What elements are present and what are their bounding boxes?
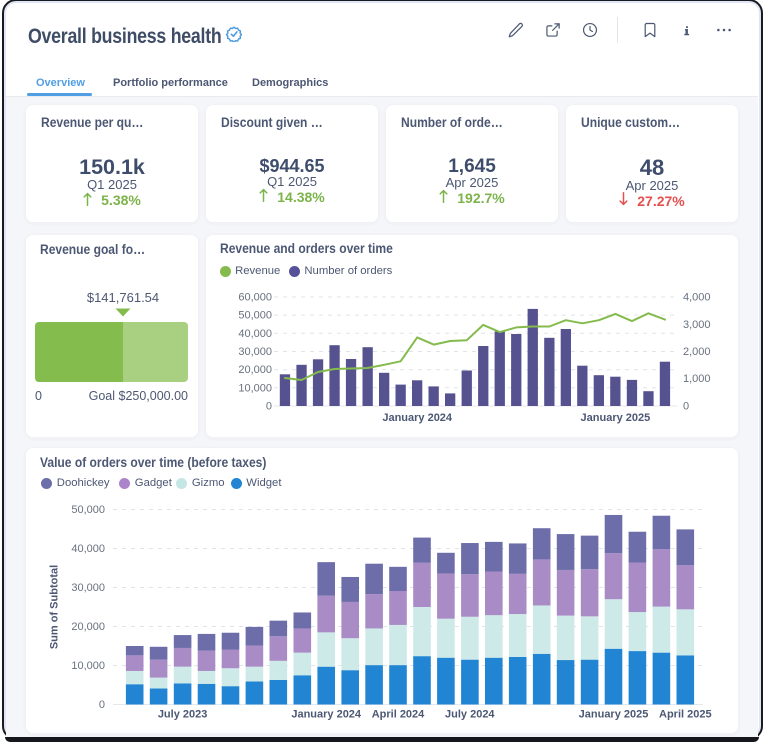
svg-text:30,000: 30,000 [71,582,105,594]
svg-text:July 2024: July 2024 [445,708,495,720]
svg-text:Sum of Subtotal: Sum of Subtotal [49,565,61,649]
svg-text:April 2025: April 2025 [659,708,712,720]
svg-text:20,000: 20,000 [71,621,105,633]
svg-text:50,000: 50,000 [71,504,105,516]
svg-text:30,000: 30,000 [238,346,272,358]
svg-text:20,000: 20,000 [238,364,272,376]
svg-text:January 2024: January 2024 [291,708,362,720]
svg-text:2,000: 2,000 [683,346,711,358]
svg-text:0: 0 [99,699,105,711]
svg-text:10,000: 10,000 [71,660,105,672]
svg-text:3,000: 3,000 [683,319,711,331]
svg-text:4,000: 4,000 [683,292,711,304]
svg-text:0: 0 [266,401,272,413]
svg-text:60,000: 60,000 [238,292,272,304]
svg-text:January 2025: January 2025 [579,708,649,720]
svg-text:40,000: 40,000 [238,328,272,340]
svg-text:January 2025: January 2025 [581,412,651,424]
svg-text:July 2023: July 2023 [158,708,208,720]
svg-text:40,000: 40,000 [71,543,105,555]
svg-text:January 2024: January 2024 [382,412,453,424]
svg-text:50,000: 50,000 [238,310,272,322]
svg-text:10,000: 10,000 [238,382,272,394]
svg-text:1,000: 1,000 [683,373,711,385]
svg-text:April 2024: April 2024 [372,708,425,720]
svg-text:0: 0 [683,401,689,413]
